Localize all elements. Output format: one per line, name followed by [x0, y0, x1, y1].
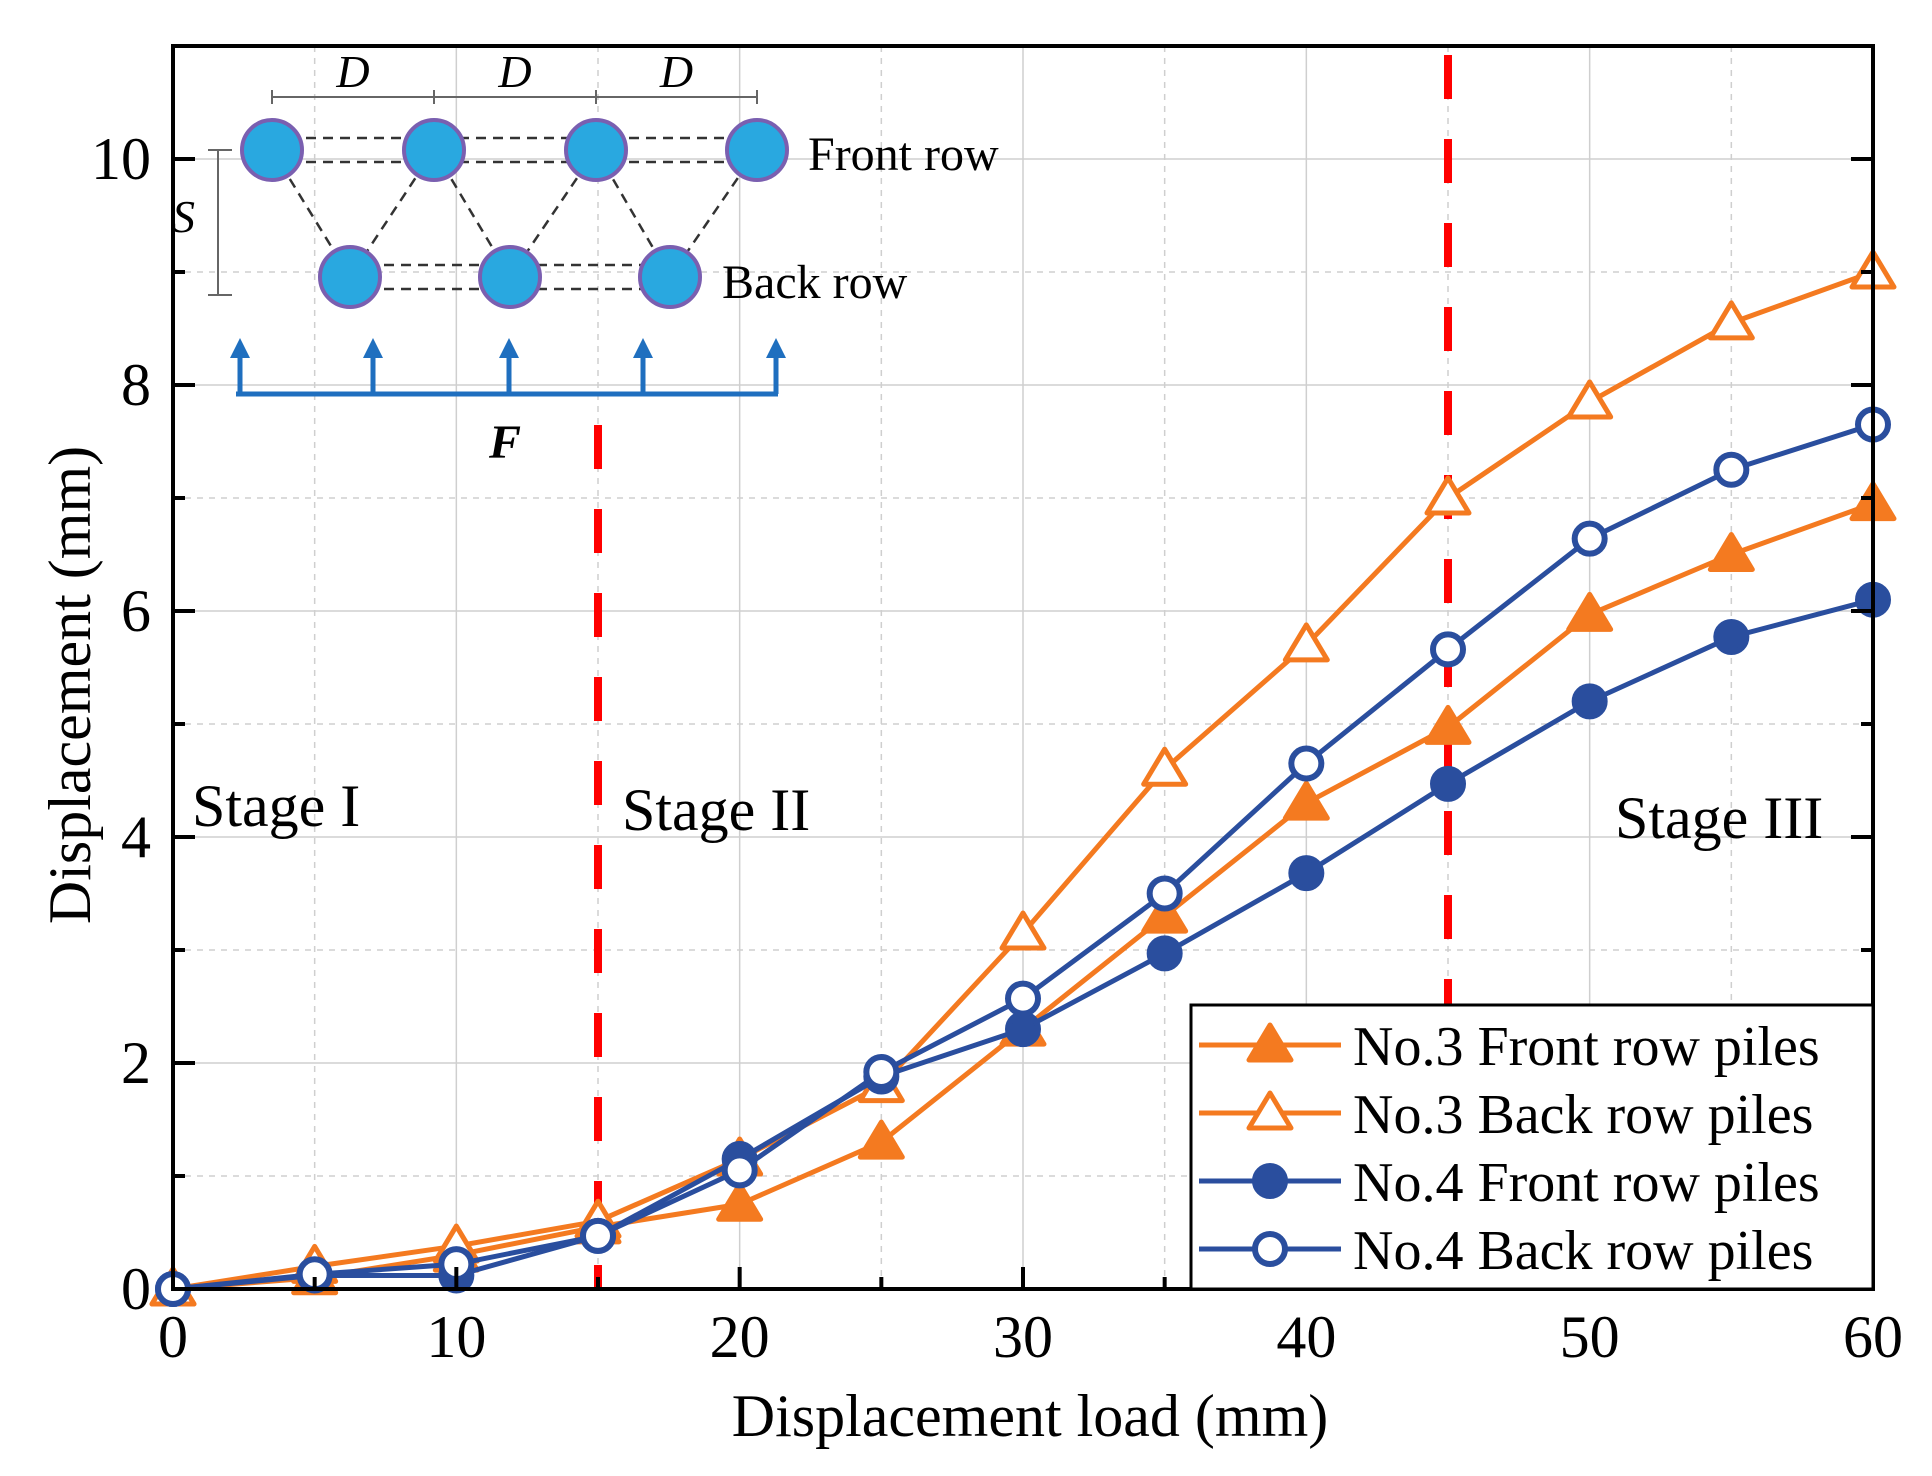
x-tick-label: 40	[1276, 1304, 1336, 1370]
back-pile	[478, 245, 542, 309]
force-label-f: F	[488, 416, 521, 469]
force-arrow-head-icon	[766, 338, 786, 358]
back-pile	[638, 245, 702, 309]
filled-triangle-marker	[1424, 704, 1472, 745]
legend-label: No.4 Front row piles	[1353, 1152, 1820, 1214]
open-triangle-marker	[1141, 746, 1189, 787]
filled-triangle-marker	[1141, 893, 1189, 934]
x-tick-label: 10	[426, 1304, 486, 1370]
filled-circle-marker	[1430, 765, 1466, 802]
filled-triangle-marker	[716, 1181, 764, 1222]
x-tick-label: 50	[1560, 1304, 1620, 1370]
filled-circle-marker	[1005, 1011, 1041, 1048]
front-pile	[564, 118, 628, 182]
filled-triangle-marker	[1707, 532, 1755, 572]
open-triangle-marker	[999, 910, 1047, 951]
legend-item: No.4 Front row piles	[1199, 1152, 1820, 1214]
filled-triangle-marker	[857, 1119, 905, 1160]
open-circle-marker	[721, 1152, 758, 1189]
open-circle-marker	[1252, 1231, 1288, 1267]
back-row-label: Back row	[722, 256, 908, 309]
open-circle-marker	[1005, 980, 1041, 1017]
force-arrow-head-icon	[363, 338, 383, 358]
y-axis-label: Displacement (mm)	[37, 446, 103, 924]
open-circle-marker	[863, 1054, 900, 1091]
stage-2-label: Stage II	[622, 777, 810, 843]
legend-label: No.3 Front row piles	[1353, 1016, 1820, 1078]
force-arrow-head-icon	[230, 338, 250, 358]
spacing-label-d: D	[497, 46, 531, 97]
axes: 0 10 20 30 40 50 60 0 2 4 6 8 10	[91, 44, 1903, 1370]
legend-box	[1189, 1003, 1875, 1291]
force-arrow-head-icon	[499, 338, 519, 358]
x-tick-label: 20	[710, 1304, 770, 1370]
y-tick-label: 6	[121, 578, 151, 644]
x-tick-label: 0	[158, 1304, 188, 1370]
front-pile	[240, 118, 304, 182]
filled-triangle-marker	[1246, 1022, 1294, 1063]
open-triangle-marker	[1707, 300, 1755, 341]
series-no-4-back-row-piles	[155, 406, 1891, 1307]
filled-circle-marker	[1713, 618, 1750, 655]
stage-3-label: Stage III	[1615, 785, 1823, 851]
open-circle-marker	[580, 1217, 616, 1254]
open-triangle-marker	[1246, 1090, 1294, 1131]
pile-layout-inset: D D D S Front row Back row F	[172, 46, 999, 469]
open-circle-marker	[1571, 520, 1608, 557]
filled-circle-marker	[1571, 683, 1608, 720]
front-pile	[725, 118, 789, 182]
y-tick-label: 2	[121, 1030, 151, 1096]
filled-circle-marker	[1146, 935, 1183, 972]
spacing-label-d: D	[659, 46, 693, 97]
legend-label: No.4 Back row piles	[1353, 1220, 1813, 1282]
open-triangle-marker	[1566, 379, 1614, 420]
open-circle-marker	[1146, 875, 1183, 912]
back-pile	[318, 245, 382, 309]
force-arrow-head-icon	[633, 338, 653, 358]
legend-item: No.4 Back row piles	[1199, 1220, 1813, 1282]
open-circle-marker	[1430, 631, 1466, 668]
open-triangle-marker	[1424, 475, 1472, 516]
filled-triangle-marker	[1566, 591, 1614, 632]
legend-item: No.3 Back row piles	[1199, 1084, 1813, 1146]
open-triangle-marker	[1282, 622, 1330, 663]
y-tick-label: 8	[121, 352, 151, 418]
stage-1-label: Stage I	[192, 773, 360, 839]
x-axis-label: Displacement load (mm)	[732, 1383, 1328, 1449]
front-pile	[402, 118, 466, 182]
front-row-label: Front row	[808, 128, 999, 181]
y-tick-label: 0	[121, 1256, 151, 1322]
legend-label: No.3 Back row piles	[1353, 1084, 1813, 1146]
spacing-label-d: D	[335, 46, 369, 97]
row-spacing-label-s: S	[172, 191, 195, 242]
y-tick-label: 10	[91, 126, 151, 192]
filled-triangle-marker	[1282, 780, 1330, 821]
filled-circle-marker	[1288, 855, 1325, 892]
legend-item: No.3 Front row piles	[1199, 1016, 1820, 1078]
open-circle-marker	[1713, 451, 1750, 488]
open-circle-marker	[1288, 745, 1325, 782]
x-tick-label: 30	[993, 1304, 1053, 1370]
x-tick-label: 60	[1843, 1304, 1903, 1370]
filled-circle-marker	[1252, 1163, 1288, 1199]
y-tick-label: 4	[121, 804, 151, 870]
